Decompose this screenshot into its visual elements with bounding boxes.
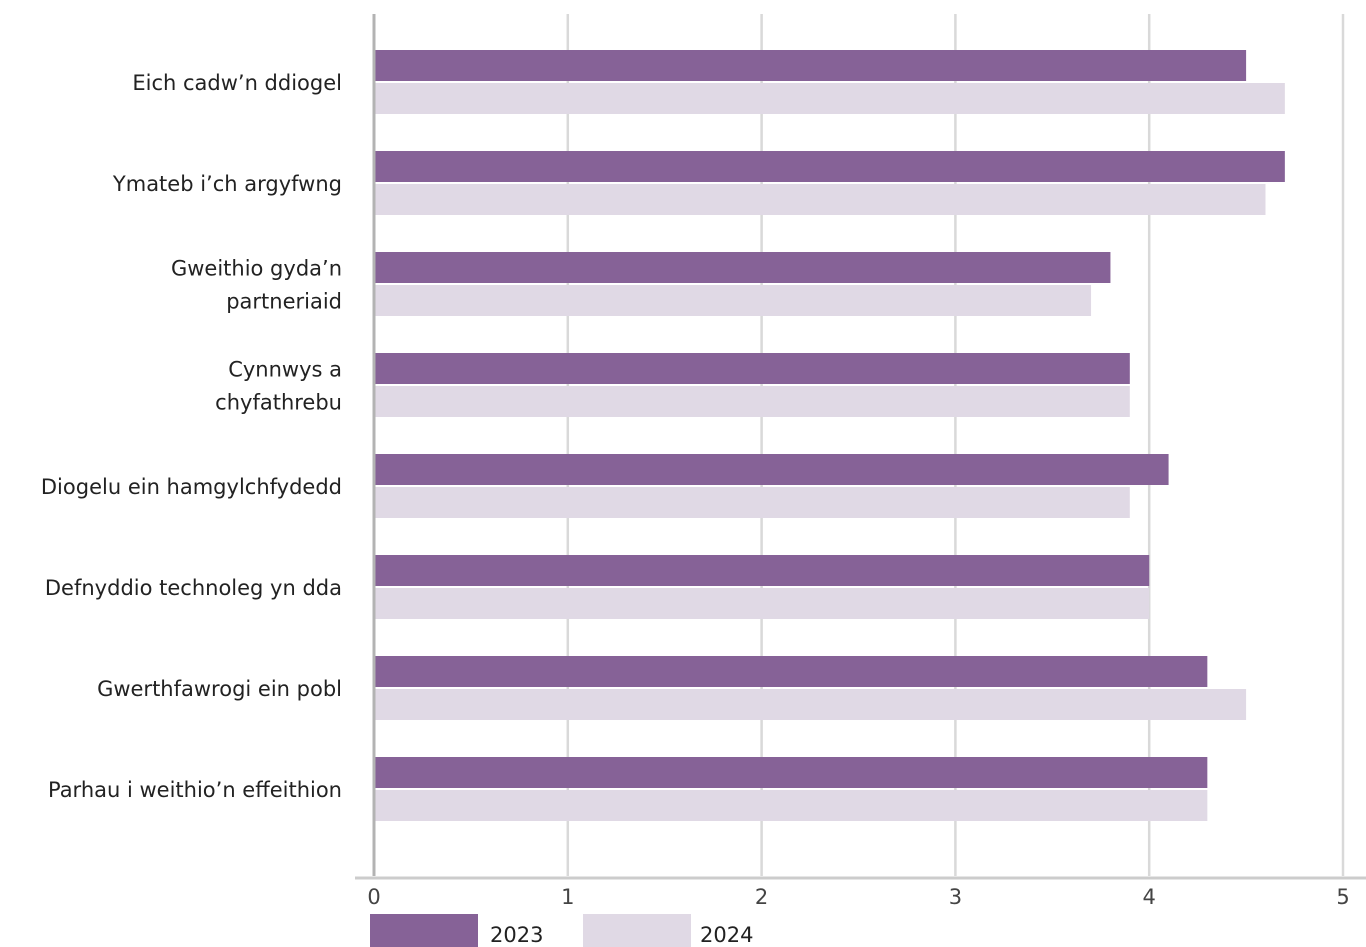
legend-swatch-2023 [370, 914, 478, 947]
bar-2023 [374, 151, 1285, 182]
legend-label-2024: 2024 [700, 923, 753, 947]
bar-2023 [374, 252, 1111, 283]
axes [355, 14, 1366, 880]
category-label: Ymateb i’ch argyfwng [112, 172, 342, 196]
bar-2023 [374, 656, 1208, 687]
x-tick-label: 4 [1143, 885, 1156, 909]
category-label: Gwerthfawrogi ein pobl [97, 677, 342, 701]
grid-lines [566, 14, 1345, 876]
category-label: Gweithio gyda’n partneriaid [171, 257, 342, 314]
category-label: Defnyddio technoleg yn dda [45, 576, 342, 600]
bar-2024 [374, 487, 1130, 518]
category-label: Cynnwys a chyfathrebu [215, 358, 342, 415]
bar-2024 [374, 285, 1092, 316]
bar-2024 [374, 83, 1285, 114]
bars [374, 50, 1285, 821]
legend: 2023 2024 [370, 914, 753, 947]
bar-2024 [374, 184, 1266, 215]
x-tick-label: 2 [755, 885, 768, 909]
bar-2023 [374, 555, 1150, 586]
bar-2024 [374, 790, 1208, 821]
category-labels: Eich cadw’n ddiogel Ymateb i’ch argyfwng G… [41, 71, 342, 802]
category-label: Parhau i weithio’n effeithion [48, 778, 342, 802]
bar-2024 [374, 588, 1150, 619]
x-tick-label: 0 [367, 885, 380, 909]
category-label: Diogelu ein hamgylchfydedd [41, 475, 342, 499]
legend-swatch-2024 [583, 914, 691, 947]
bar-2024 [374, 689, 1247, 720]
bar-2023 [374, 353, 1130, 384]
x-tick-label: 5 [1336, 885, 1349, 909]
bar-2024 [374, 386, 1130, 417]
bar-2023 [374, 757, 1208, 788]
category-label: Eich cadw’n ddiogel [132, 71, 342, 95]
bar-2023 [374, 50, 1247, 81]
x-tick-labels: 0 1 2 3 4 5 [367, 885, 1349, 909]
x-tick-label: 1 [561, 885, 574, 909]
bar-2023 [374, 454, 1169, 485]
x-tick-label: 3 [949, 885, 962, 909]
legend-label-2023: 2023 [490, 923, 543, 947]
